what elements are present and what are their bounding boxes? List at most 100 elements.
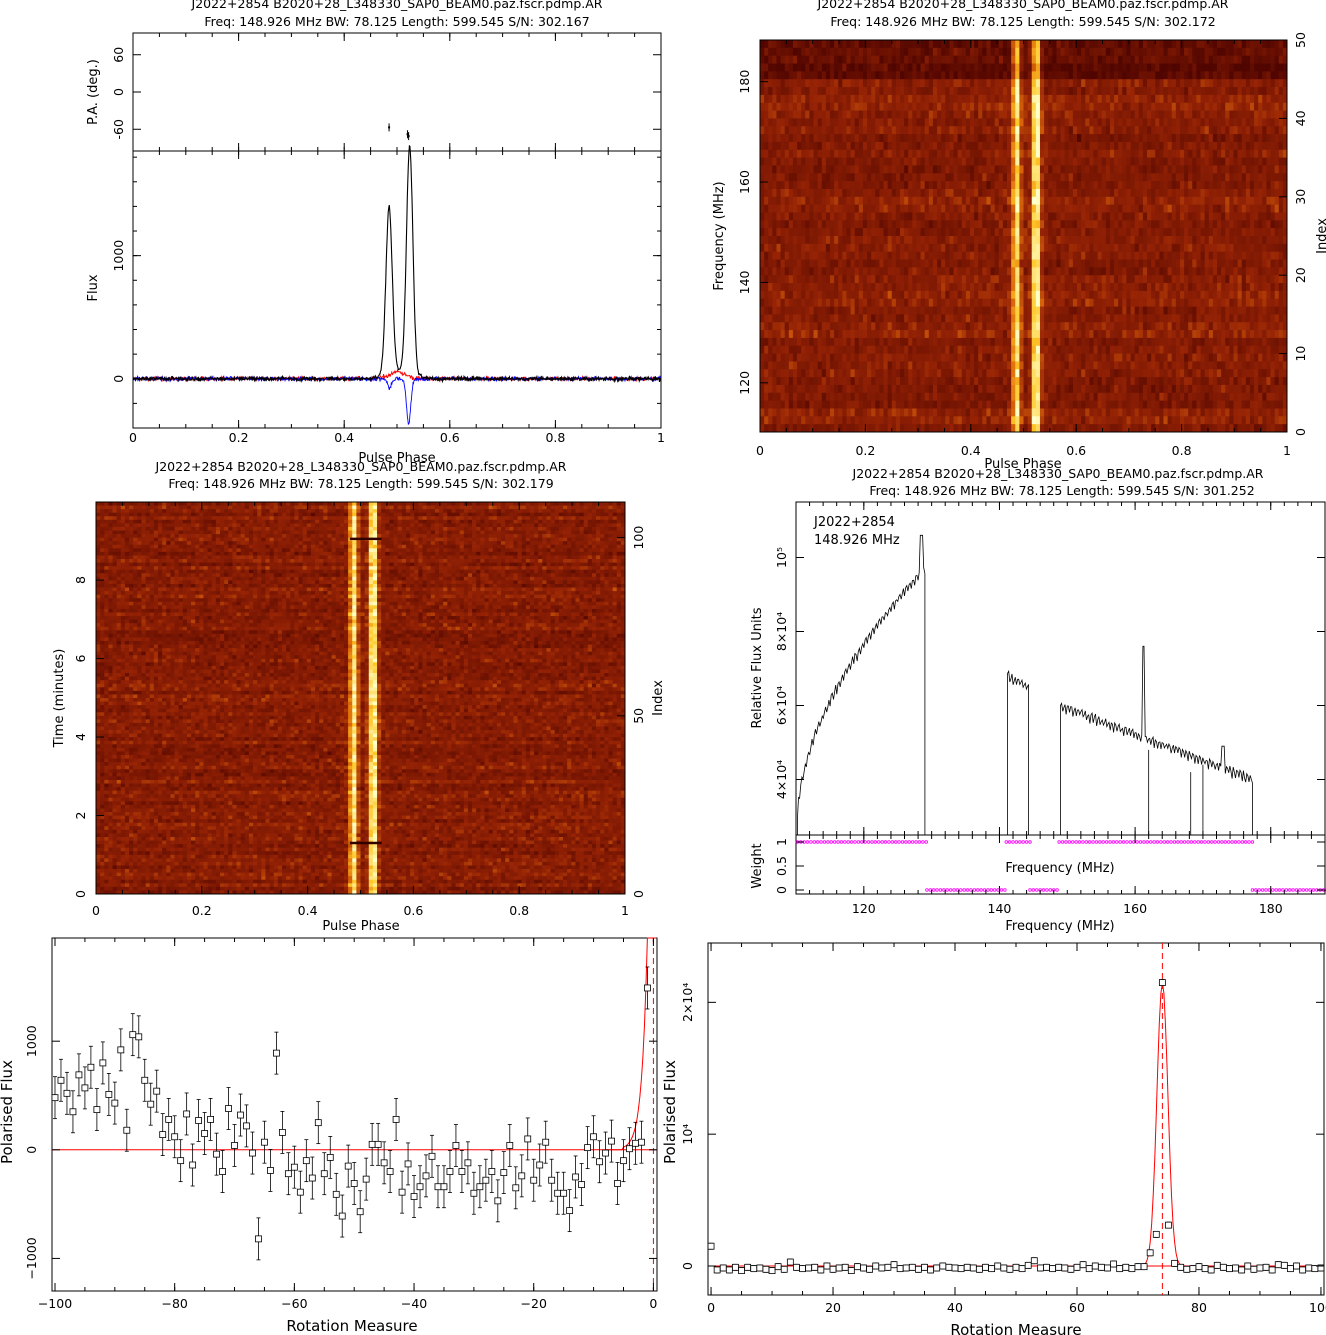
freq-phase-cell [855, 275, 860, 283]
freq-phase-cell [789, 307, 794, 315]
freq-phase-cell [1221, 322, 1226, 330]
freq-phase-cell [805, 275, 810, 283]
freq-phase-cell [896, 283, 901, 291]
freq-phase-cell [1110, 197, 1115, 205]
freq-phase-cell [941, 103, 946, 111]
freq-phase-cell [1139, 283, 1144, 291]
freq-phase-cell [1036, 71, 1041, 79]
freq-phase-cell [1168, 126, 1173, 134]
freq-phase-cell [1217, 314, 1222, 322]
freq-phase-cell [1011, 134, 1016, 142]
freq-phase-cell [1011, 150, 1016, 158]
freq-phase-cell [1205, 267, 1210, 275]
freq-phase-cell [855, 134, 860, 142]
freq-phase-cell [945, 307, 950, 315]
freq-phase-cell [1155, 40, 1160, 48]
freq-phase-cell [1163, 181, 1168, 189]
freq-phase-cell [1114, 307, 1119, 315]
freq-phase-cell [1262, 228, 1267, 236]
freq-phase-cell [1069, 189, 1074, 197]
freq-phase-cell [999, 103, 1004, 111]
freq-phase-cell [855, 111, 860, 119]
freq-phase-cell [851, 220, 856, 228]
freq-phase-cell [1196, 220, 1201, 228]
freq-phase-cell [1110, 71, 1115, 79]
freq-phase-cell [793, 126, 798, 134]
freq-phase-cell [892, 79, 897, 87]
freq-phase-cell [900, 244, 905, 252]
freq-phase-cell [1065, 48, 1070, 56]
freq-phase-cell [1122, 95, 1127, 103]
freq-phase-cell [1089, 56, 1094, 64]
freq-phase-cell [1098, 79, 1103, 87]
freq-phase-cell [1015, 197, 1020, 205]
freq-phase-cell [760, 103, 765, 111]
freq-phase-cell [970, 87, 975, 95]
freq-phase-cell [838, 212, 843, 220]
freq-phase-cell [1122, 307, 1127, 315]
freq-phase-cell [1233, 212, 1238, 220]
freq-phase-cell [1213, 118, 1218, 126]
freq-phase-cell [1110, 118, 1115, 126]
freq-phase-cell [1229, 79, 1234, 87]
freq-phase-cell [1114, 260, 1119, 268]
freq-phase-cell [904, 134, 909, 142]
freq-phase-cell [1032, 95, 1037, 103]
freq-phase-cell [1155, 48, 1160, 56]
freq-phase-cell [793, 330, 798, 338]
freq-phase-cell [776, 205, 781, 213]
freq-phase-cell [776, 64, 781, 72]
freq-phase-cell [1081, 307, 1086, 315]
freq-phase-cell [995, 189, 1000, 197]
freq-phase-cell [929, 252, 934, 260]
freq-phase-cell [1151, 291, 1156, 299]
freq-phase-cell [1052, 322, 1057, 330]
freq-phase-cell [1139, 322, 1144, 330]
freq-phase-cell [970, 181, 975, 189]
freq-phase-cell [995, 150, 1000, 158]
freq-phase-cell [900, 267, 905, 275]
freq-phase-cell [1040, 64, 1045, 72]
freq-phase-cell [1266, 48, 1271, 56]
freq-phase-cell [781, 252, 786, 260]
freq-phase-cell [970, 79, 975, 87]
freq-phase-cell [1271, 40, 1276, 48]
freq-phase-cell [1225, 165, 1230, 173]
freq-phase-cell [999, 165, 1004, 173]
freq-phase-cell [892, 142, 897, 150]
freq-phase-cell [805, 79, 810, 87]
freq-phase-cell [1114, 275, 1119, 283]
freq-phase-cell [949, 220, 954, 228]
freq-phase-cell [986, 228, 991, 236]
freq-phase-cell [781, 158, 786, 166]
freq-phase-cell [1188, 252, 1193, 260]
freq-phase-cell [1217, 134, 1222, 142]
freq-phase-cell [966, 79, 971, 87]
freq-phase-cell [1139, 111, 1144, 119]
freq-phase-cell [1159, 126, 1164, 134]
freq-phase-cell [834, 260, 839, 268]
freq-phase-cell [1213, 283, 1218, 291]
freq-phase-cell [1048, 236, 1053, 244]
freq-phase-cell [1279, 244, 1284, 252]
freq-phase-cell [867, 87, 872, 95]
freq-phase-cell [978, 48, 983, 56]
freq-phase-cell [958, 95, 963, 103]
freq-phase-cell [1093, 134, 1098, 142]
freq-phase-cell [871, 87, 876, 95]
freq-phase-cell [809, 220, 814, 228]
freq-phase-cell [945, 197, 950, 205]
freq-phase-cell [1110, 291, 1115, 299]
freq-phase-cell [879, 126, 884, 134]
freq-phase-cell [896, 314, 901, 322]
freq-phase-heatmap [760, 40, 1287, 432]
freq-phase-cell [1131, 56, 1136, 64]
freq-phase-cell [978, 64, 983, 72]
freq-phase-cell [1126, 252, 1131, 260]
freq-phase-cell [859, 244, 864, 252]
freq-phase-cell [851, 87, 856, 95]
freq-phase-cell [822, 71, 827, 79]
freq-phase-cell [785, 95, 790, 103]
freq-phase-cell [991, 56, 996, 64]
freq-phase-cell [846, 220, 851, 228]
